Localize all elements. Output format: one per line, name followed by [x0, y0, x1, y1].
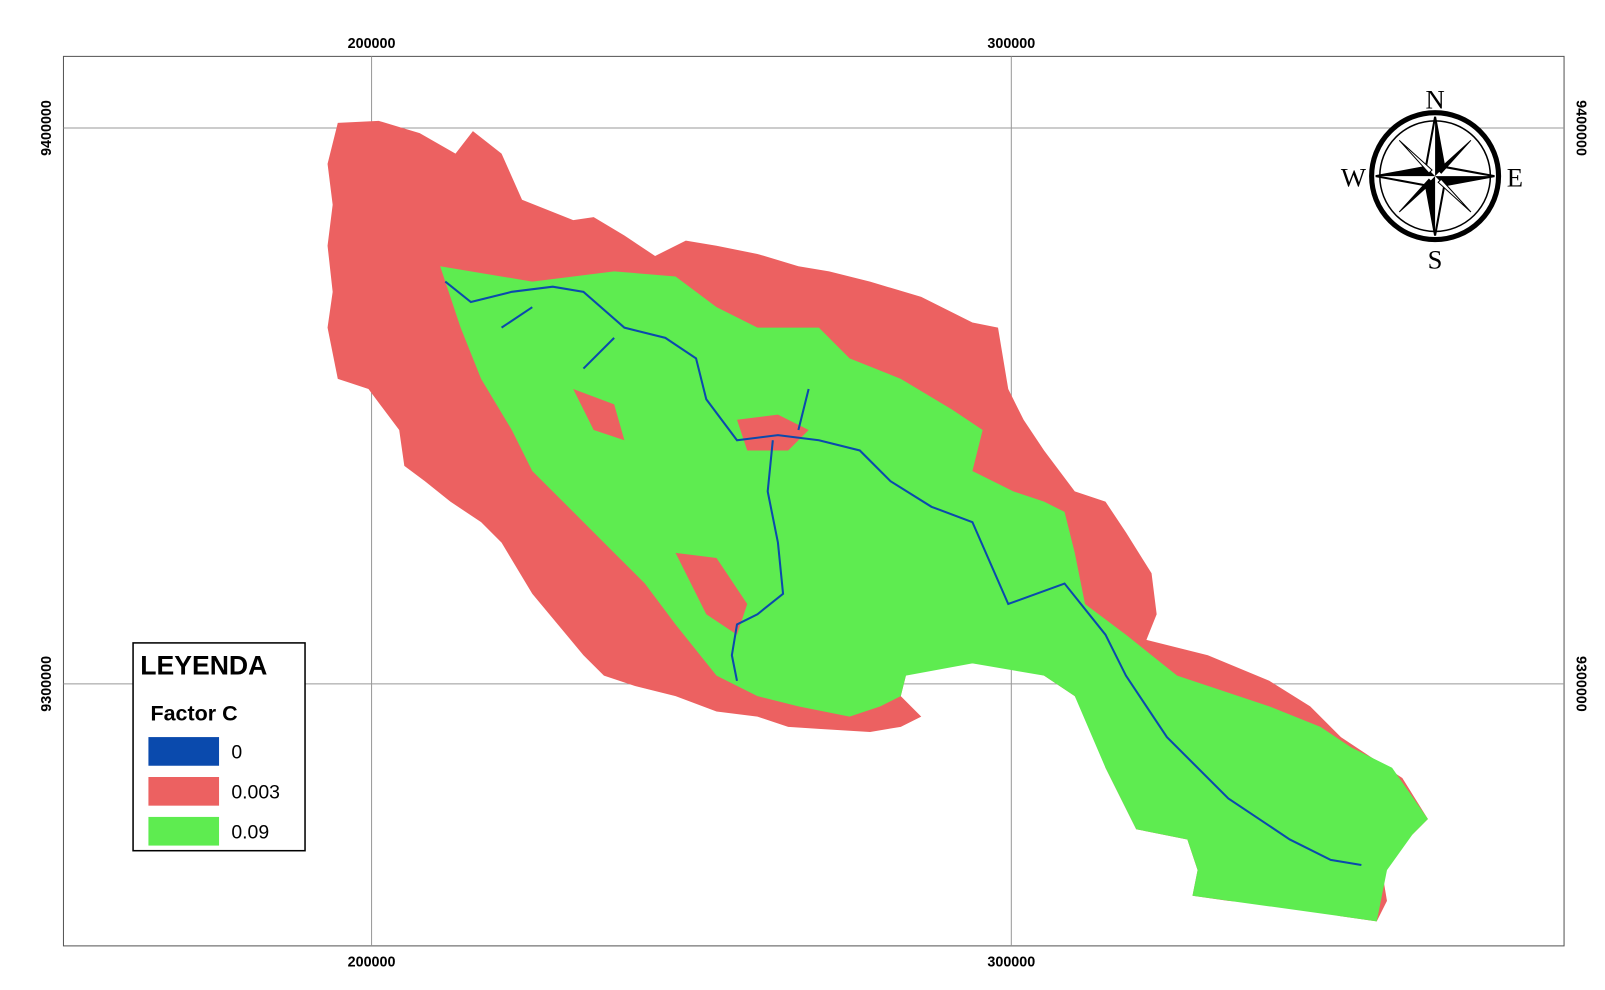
x-tick-label-bottom: 300000 [987, 954, 1035, 970]
compass-east: E [1507, 162, 1523, 192]
compass-north: N [1425, 85, 1444, 115]
map-layout: N S E W LEYENDA Factor C 0 0.003 0.09 2000… [0, 0, 1605, 990]
legend: LEYENDA Factor C 0 0.003 0.09 [133, 643, 305, 851]
x-tick-label-top: 300000 [987, 36, 1035, 52]
y-tick-label-right: 9300000 [1572, 656, 1588, 712]
y-tick-label-right: 9400000 [1572, 100, 1588, 156]
x-tick-label-bottom: 200000 [348, 954, 396, 970]
legend-title: LEYENDA [140, 651, 267, 681]
legend-label: 0.09 [231, 821, 269, 843]
compass-west: W [1341, 162, 1367, 192]
legend-label: 0.003 [231, 781, 280, 803]
compass-south: S [1428, 244, 1443, 274]
body: N S E W LEYENDA Factor C 0 0.003 0.09 2000… [0, 0, 1605, 990]
page: Factor C {"map": { "xlim": [151840, 3864… [0, 0, 1605, 990]
x-tick-label-top: 200000 [348, 36, 396, 52]
legend-swatch [148, 737, 219, 766]
legend-swatch [148, 777, 219, 806]
legend-swatch [148, 817, 219, 846]
legend-label: 0 [231, 742, 242, 764]
legend-subtitle: Factor C [150, 702, 237, 726]
y-tick-label-left: 9400000 [39, 100, 55, 156]
y-tick-label-left: 9300000 [39, 656, 55, 712]
